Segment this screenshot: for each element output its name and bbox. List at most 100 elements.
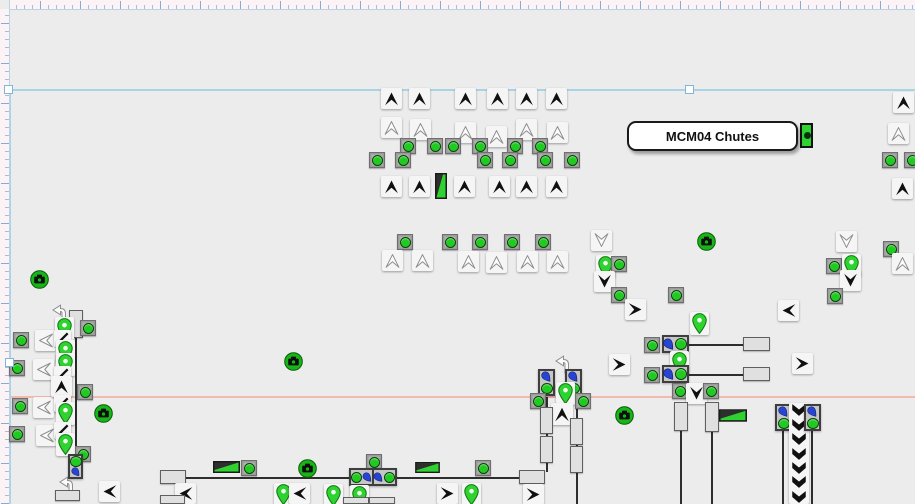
status-combo-box[interactable] xyxy=(349,468,397,486)
chevron-right-icon[interactable] xyxy=(437,483,458,504)
location-pin-icon[interactable] xyxy=(324,484,343,504)
chevron-up-icon[interactable] xyxy=(381,176,402,197)
conveyor-segment[interactable] xyxy=(705,402,719,432)
status-light[interactable] xyxy=(644,337,660,353)
conveyor-segment[interactable] xyxy=(519,470,545,484)
conveyor-segment[interactable] xyxy=(55,490,80,501)
chevron-up-icon[interactable] xyxy=(893,92,914,113)
chevron-right-icon[interactable] xyxy=(523,484,544,504)
status-light[interactable] xyxy=(504,234,520,250)
status-light[interactable] xyxy=(369,152,385,168)
status-light[interactable] xyxy=(395,152,411,168)
conveyor-segment[interactable] xyxy=(343,497,369,504)
status-light[interactable] xyxy=(564,152,580,168)
location-pin-icon[interactable] xyxy=(462,483,481,504)
chevron-up-outline-icon[interactable] xyxy=(382,250,403,271)
chevron-up-outline-icon[interactable] xyxy=(412,250,433,271)
chevron-up-icon[interactable] xyxy=(381,88,402,109)
camera-indicator[interactable] xyxy=(94,404,113,423)
chevron-up-outline-icon[interactable] xyxy=(517,251,538,272)
chevron-down-icon[interactable] xyxy=(594,271,615,292)
status-light[interactable] xyxy=(826,258,842,274)
chevron-up-icon[interactable] xyxy=(487,88,508,109)
chevron-up-outline-icon[interactable] xyxy=(381,117,402,138)
chevron-up-icon[interactable] xyxy=(454,176,475,197)
status-light[interactable] xyxy=(427,138,443,154)
status-light[interactable] xyxy=(530,393,546,409)
chevron-up-icon[interactable] xyxy=(489,176,510,197)
camera-indicator[interactable] xyxy=(615,406,634,425)
status-light[interactable] xyxy=(397,234,413,250)
chevron-up-outline-icon[interactable] xyxy=(547,122,568,143)
status-light[interactable] xyxy=(668,287,684,303)
chevron-left-outline-icon[interactable] xyxy=(36,425,57,446)
conveyor-segment[interactable] xyxy=(743,367,770,381)
ramp-indicator[interactable] xyxy=(414,462,441,473)
status-light[interactable] xyxy=(80,320,96,336)
chevron-up-outline-icon[interactable] xyxy=(455,122,476,143)
camera-indicator[interactable] xyxy=(30,270,49,289)
conveyor-segment[interactable] xyxy=(540,436,553,463)
conveyor-segment[interactable] xyxy=(369,497,395,504)
chevron-left-outline-icon[interactable] xyxy=(35,330,56,351)
status-light[interactable] xyxy=(882,152,898,168)
status-pin-box[interactable] xyxy=(68,454,83,479)
chevron-up-icon[interactable] xyxy=(546,176,567,197)
selection-handle[interactable] xyxy=(5,358,14,367)
conveyor-segment[interactable] xyxy=(743,337,770,351)
status-bar-indicator[interactable] xyxy=(800,123,813,148)
status-light[interactable] xyxy=(445,138,461,154)
selection-handle[interactable] xyxy=(685,85,694,94)
status-light[interactable] xyxy=(507,138,523,154)
chevron-left-outline-icon[interactable] xyxy=(33,359,54,380)
ramp-indicator[interactable] xyxy=(435,173,447,199)
camera-indicator[interactable] xyxy=(697,232,716,251)
chevron-up-icon[interactable] xyxy=(516,176,537,197)
conveyor-segment[interactable] xyxy=(540,407,553,434)
status-light[interactable] xyxy=(477,152,493,168)
chevron-down-outline-icon[interactable] xyxy=(591,230,612,251)
status-light[interactable] xyxy=(644,367,660,383)
status-light[interactable] xyxy=(241,460,257,476)
chevron-up-outline-icon[interactable] xyxy=(410,119,431,140)
status-light[interactable] xyxy=(472,234,488,250)
chevron-up-outline-icon[interactable] xyxy=(458,251,479,272)
ramp-indicator[interactable] xyxy=(719,409,747,422)
status-light[interactable] xyxy=(535,234,551,250)
chevron-up-icon[interactable] xyxy=(409,176,430,197)
pin-status-box[interactable] xyxy=(662,335,689,353)
status-light[interactable] xyxy=(13,332,29,348)
chevron-up-icon[interactable] xyxy=(546,88,567,109)
ramp-indicator[interactable] xyxy=(213,461,240,473)
conveyor-segment[interactable] xyxy=(570,446,583,473)
status-light[interactable] xyxy=(77,384,93,400)
chevron-up-outline-icon[interactable] xyxy=(892,253,913,274)
chevron-right-icon[interactable] xyxy=(625,299,646,320)
camera-indicator[interactable] xyxy=(298,459,317,478)
location-pin-icon[interactable] xyxy=(274,483,293,504)
chevron-down-outline-icon[interactable] xyxy=(836,231,857,252)
status-light[interactable] xyxy=(9,426,25,442)
chevron-up-icon[interactable] xyxy=(409,88,430,109)
chevron-up-outline-icon[interactable] xyxy=(547,251,568,272)
pin-status-box[interactable] xyxy=(662,365,689,383)
chevron-up-icon[interactable] xyxy=(455,88,476,109)
chevron-up-outline-icon[interactable] xyxy=(486,252,507,273)
chevron-down-icon[interactable] xyxy=(686,383,707,404)
status-light[interactable] xyxy=(703,383,719,399)
chevron-left-icon[interactable] xyxy=(289,483,310,504)
location-pin-icon[interactable] xyxy=(56,402,75,425)
chevron-up-icon[interactable] xyxy=(892,178,913,199)
chevron-right-icon[interactable] xyxy=(609,354,630,375)
chevron-up-outline-icon[interactable] xyxy=(516,119,537,140)
chevron-up-icon[interactable] xyxy=(51,376,72,397)
pin-status-box[interactable] xyxy=(538,369,555,396)
status-light[interactable] xyxy=(12,398,28,414)
conveyor-segment[interactable] xyxy=(674,402,688,431)
chevron-left-icon[interactable] xyxy=(99,481,120,502)
status-light[interactable] xyxy=(532,138,548,154)
camera-indicator[interactable] xyxy=(284,352,303,371)
mcm04-chutes-button[interactable]: MCM04 Chutes xyxy=(627,121,798,151)
location-pin-icon[interactable] xyxy=(56,433,75,456)
chevron-left-icon[interactable] xyxy=(778,300,799,321)
